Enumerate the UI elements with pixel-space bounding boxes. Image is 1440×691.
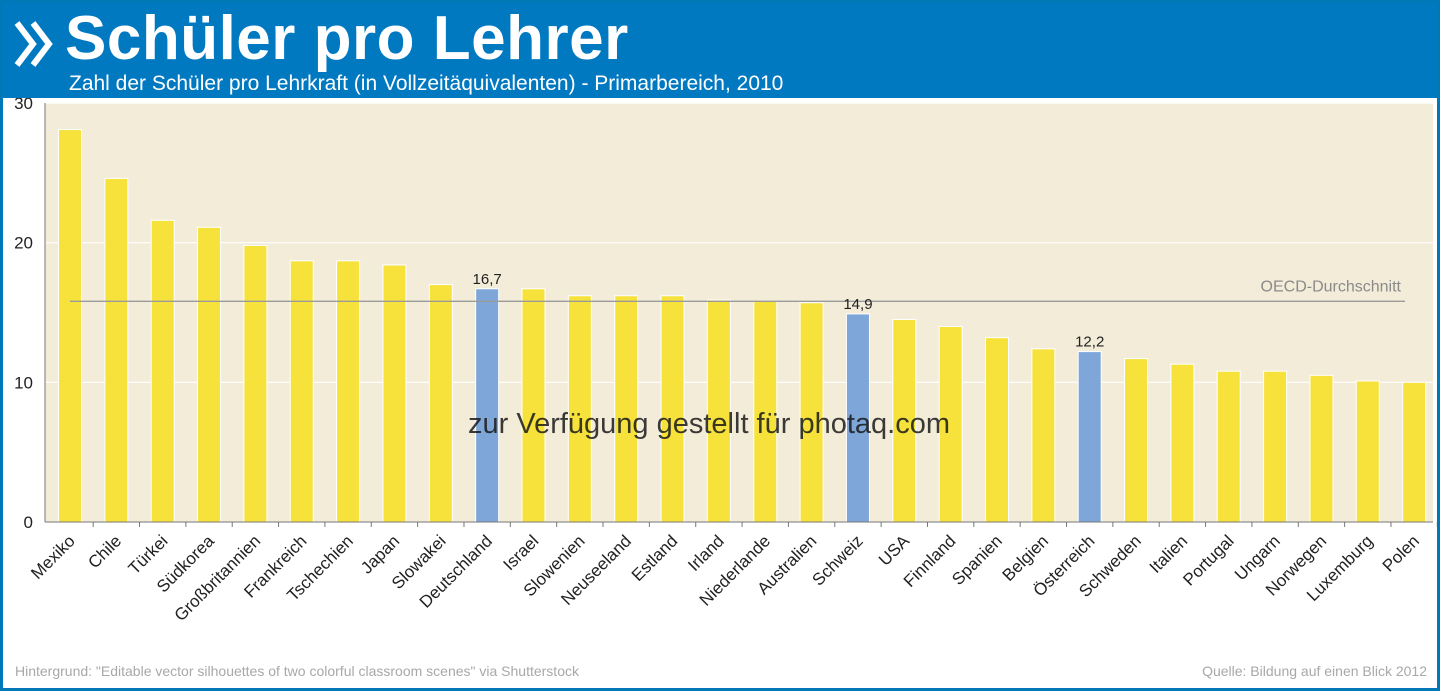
y-tick-label: 20: [14, 234, 33, 253]
bar-ungarn: [1263, 370, 1288, 523]
reference-line-group: OECD-Durchschnitt: [70, 278, 1405, 302]
header-banner: Schüler pro Lehrer Zahl der Schüler pro …: [3, 3, 1437, 98]
bar-estland: [660, 295, 685, 523]
x-tick-label: Spanien: [948, 531, 1006, 589]
bar-finnland: [938, 325, 963, 523]
bar-polen: [1402, 381, 1427, 523]
x-tick-label: Polen: [1379, 531, 1423, 575]
bar-mexiko: [58, 129, 82, 523]
oecd-average-label: OECD-Durchschnitt: [1261, 278, 1402, 295]
chevron-logo-icon: [14, 21, 53, 67]
bar-tschechien: [336, 260, 361, 523]
chart-subtitle: Zahl der Schüler pro Lehrkraft (in Vollz…: [69, 72, 784, 95]
data-label: 12,2: [1075, 334, 1104, 351]
bar-österreich: [1077, 351, 1102, 523]
x-tick-label: Israel: [499, 531, 542, 574]
data-label: 14,9: [843, 296, 872, 313]
x-tick-label: Mexiko: [27, 531, 79, 583]
x-tick-label: Finnland: [900, 531, 960, 591]
footer-source: Quelle: Bildung auf einen Blick 2012: [1202, 663, 1427, 679]
bar-südkorea: [197, 226, 222, 523]
data-label: 16,7: [473, 271, 502, 288]
bar-luxemburg: [1355, 380, 1380, 523]
x-tick-label: Schweiz: [809, 531, 867, 589]
bar-chile: [104, 177, 129, 523]
bar-spanien: [985, 337, 1009, 523]
bars: [58, 129, 1427, 523]
plot-area: [45, 103, 1433, 522]
gridlines: [45, 102, 1433, 383]
x-tick-label: Irland: [684, 531, 728, 575]
x-tick-label: Chile: [84, 531, 125, 572]
bar-großbritannien: [243, 244, 268, 523]
x-tick-label: Portugal: [1179, 531, 1237, 589]
bar-niederlande: [753, 300, 778, 523]
y-tick-label: 30: [14, 98, 33, 113]
bar-schweiz: [845, 313, 870, 523]
chart-title: Schüler pro Lehrer: [65, 4, 629, 73]
bar-usa: [892, 318, 917, 523]
bar-australien: [799, 302, 824, 523]
bar-schweden: [1124, 358, 1149, 523]
bar-belgien: [1031, 348, 1056, 523]
plot-background: [45, 103, 1433, 522]
bar-italien: [1170, 363, 1195, 523]
bar-frankreich: [289, 260, 314, 523]
footer-credit: Hintergrund: "Editable vector silhouette…: [15, 663, 579, 679]
y-tick-label: 10: [14, 373, 33, 392]
bar-türkei: [150, 219, 175, 523]
bar-portugal: [1216, 370, 1241, 523]
bar-norwegen: [1309, 374, 1334, 523]
bar-irland: [706, 299, 731, 523]
bar-slowakei: [428, 284, 453, 523]
bar-japan: [382, 264, 407, 523]
bar-neuseeland: [614, 295, 639, 523]
bar-chart: OECD-Durchschnitt 16,7 14,9 12,2 0 10 20 30 Me…: [14, 98, 1437, 625]
y-tick-label: 0: [24, 513, 33, 532]
x-tick-label: USA: [875, 531, 914, 570]
bar-israel: [521, 288, 546, 523]
bar-slowenien: [567, 295, 592, 523]
x-tick-label: Estland: [628, 531, 682, 585]
data-labels: 16,7 14,9 12,2: [473, 271, 1105, 351]
bar-deutschland: [475, 288, 500, 523]
